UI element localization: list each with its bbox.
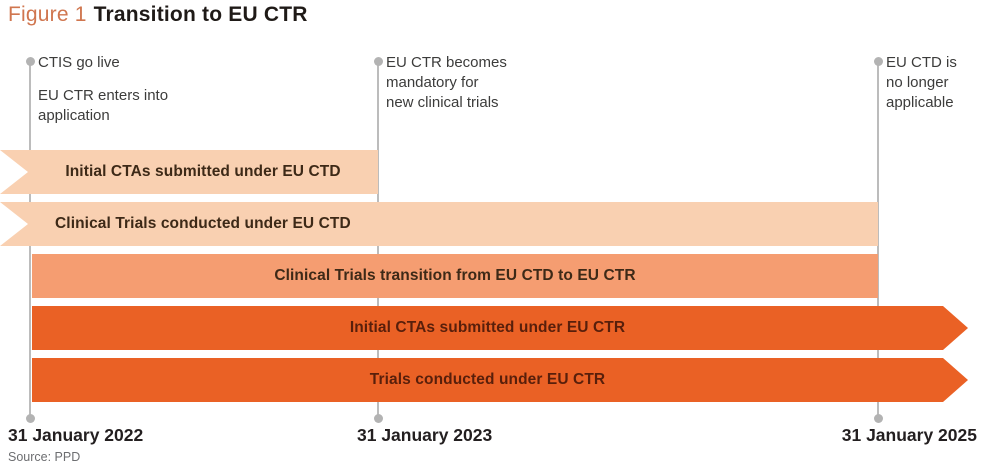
source-note: Source: PPD [8, 450, 81, 464]
annotation-eu-ctr-enters: EU CTR enters into application [38, 87, 169, 124]
figure-title: Figure 1 Transition to EU CTR [8, 3, 308, 27]
date-label-2025: 31 January 2025 [841, 425, 977, 445]
bar-initial-ctas-eu-ctd: Initial CTAs submitted under EU CTD [0, 150, 378, 194]
date-label-2023: 31 January 2023 [357, 425, 493, 445]
timeline-2025-line [877, 61, 879, 419]
bar-trials-conducted-eu-ctr: Trials conducted under EU CTR [32, 358, 968, 402]
bar-trials-conducted-eu-ctd: Clinical Trials conducted under EU CTD [0, 202, 878, 246]
timeline-2023-top-dot [374, 57, 383, 66]
timeline-2022-top-dot [26, 57, 35, 66]
bar-initial-ctas-eu-ctr: Initial CTAs submitted under EU CTR [32, 306, 968, 350]
annotation-ctis-go-live: CTIS go live [38, 54, 120, 71]
date-label-2022: 31 January 2022 [8, 425, 144, 445]
bar-trials-transition-ctd-to-ctr: Clinical Trials transition from EU CTD t… [32, 254, 878, 298]
timeline-2025-top-dot [874, 57, 883, 66]
figure-title-text: Transition to EU CTR [93, 3, 308, 26]
figure-number-label: Figure 1 [8, 3, 87, 26]
annotation-eu-ctr-mandatory: EU CTR becomes mandatory for new clinica… [386, 54, 507, 111]
timeline-2022-bottom-dot [26, 414, 35, 423]
annotation-eu-ctd-not-applicable: EU CTD is no longer applicable [886, 54, 957, 111]
timeline-2025-bottom-dot [874, 414, 883, 423]
timeline-2023-bottom-dot [374, 414, 383, 423]
